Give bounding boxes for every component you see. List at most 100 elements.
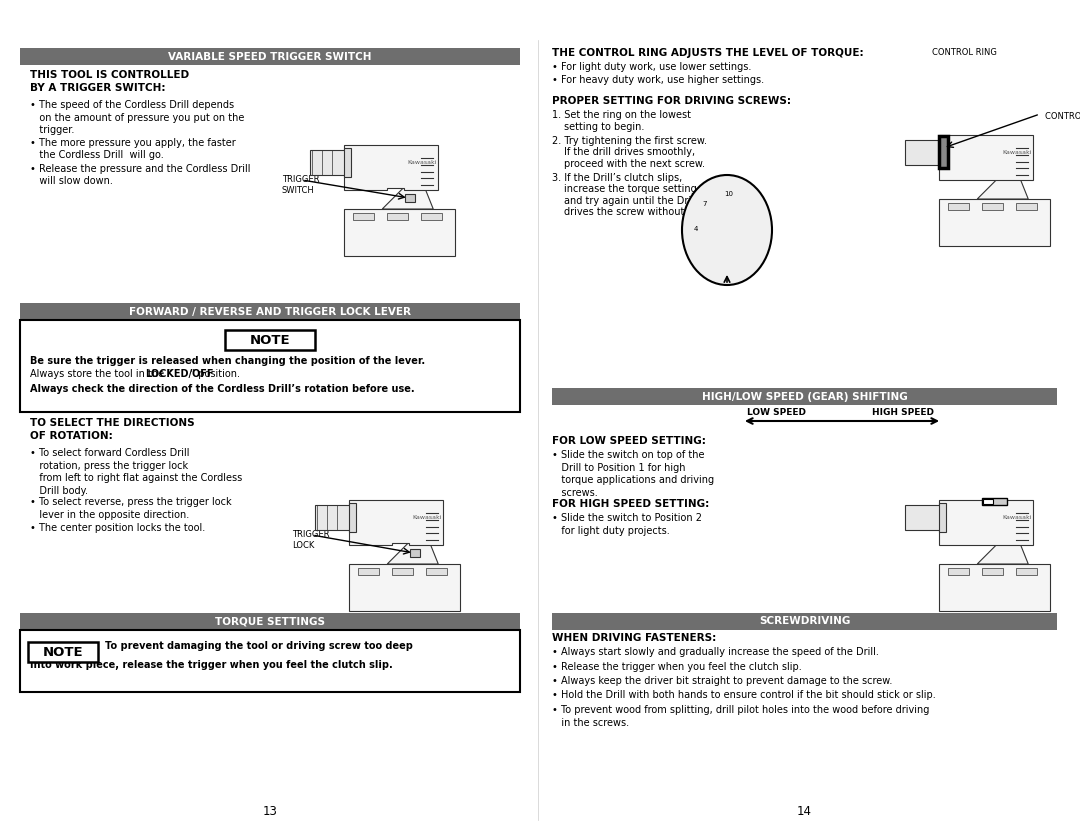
Text: • Hold the Drill with both hands to ensure control if the bit should stick or sl: • Hold the Drill with both hands to ensu… (552, 691, 935, 701)
Bar (426, 568, 447, 575)
Text: 13: 13 (262, 805, 278, 818)
Text: TO SELECT THE DIRECTIONS
OF ROTATION:: TO SELECT THE DIRECTIONS OF ROTATION: (30, 418, 194, 441)
Text: 4: 4 (694, 226, 699, 232)
Polygon shape (939, 500, 1032, 545)
Text: • To select reverse, press the trigger lock
   lever in the opposite direction.: • To select reverse, press the trigger l… (30, 497, 231, 520)
Text: WHEN DRIVING FASTENERS:: WHEN DRIVING FASTENERS: (552, 633, 716, 643)
Bar (345, 148, 351, 177)
Text: HIGH SPEED: HIGH SPEED (872, 408, 934, 417)
Text: FOR HIGH SPEED SETTING:: FOR HIGH SPEED SETTING: (552, 499, 710, 509)
Text: TRIGGER
LOCK: TRIGGER LOCK (292, 530, 329, 550)
Text: into work piece, release the trigger when you feel the clutch slip.: into work piece, release the trigger whe… (30, 660, 393, 670)
Text: • The center position locks the tool.: • The center position locks the tool. (30, 523, 205, 533)
Bar (982, 203, 1002, 210)
Text: CONTROL RING: CONTROL RING (932, 48, 997, 57)
Bar (982, 498, 1007, 505)
Text: • The more pressure you apply, the faster
   the Cordless Drill  will go.: • The more pressure you apply, the faste… (30, 138, 235, 160)
Text: 7: 7 (703, 201, 707, 208)
Bar (552, 388, 1057, 405)
Text: setting to begin.: setting to begin. (564, 122, 645, 132)
Bar (21, 630, 519, 692)
Text: Always check the direction of the Cordless Drill’s rotation before use.: Always check the direction of the Cordle… (30, 384, 415, 394)
Bar (28, 642, 98, 662)
Text: HIGH/LOW SPEED (GEAR) SHIFTING: HIGH/LOW SPEED (GEAR) SHIFTING (702, 391, 907, 401)
Text: LOCKED/OFF: LOCKED/OFF (146, 369, 214, 379)
Bar (387, 214, 408, 220)
Bar (391, 568, 413, 575)
Bar (1015, 203, 1037, 210)
Ellipse shape (681, 175, 772, 285)
Bar (905, 505, 943, 530)
Text: • For light duty work, use lower settings.: • For light duty work, use lower setting… (552, 62, 752, 72)
Bar (947, 203, 969, 210)
Text: Kawasaki: Kawasaki (1002, 515, 1032, 520)
Polygon shape (345, 145, 437, 190)
Text: PROPER SETTING FOR DRIVING SCREWS:: PROPER SETTING FOR DRIVING SCREWS: (552, 96, 791, 106)
Text: 3. If the Drill’s clutch slips,: 3. If the Drill’s clutch slips, (552, 173, 683, 183)
Text: • To select forward Cordless Drill
   rotation, press the trigger lock
   from l: • To select forward Cordless Drill rotat… (30, 448, 242, 495)
Bar (349, 503, 355, 532)
Text: NOTE: NOTE (43, 646, 83, 659)
Bar (21, 48, 519, 65)
Text: THIS TOOL IS CONTROLLED
BY A TRIGGER SWITCH:: THIS TOOL IS CONTROLLED BY A TRIGGER SWI… (30, 70, 189, 93)
Text: drives the screw without incident.: drives the screw without incident. (564, 207, 730, 217)
Text: • Slide the switch to Position 2
   for light duty projects.: • Slide the switch to Position 2 for lig… (552, 513, 702, 535)
Bar (345, 209, 455, 256)
Text: To prevent damaging the tool or driving screw too deep: To prevent damaging the tool or driving … (105, 641, 413, 651)
Text: • To prevent wood from splitting, drill pilot holes into the wood before driving: • To prevent wood from splitting, drill … (552, 705, 930, 727)
Text: Always store the tool in the “: Always store the tool in the “ (30, 369, 173, 379)
Text: CONTROL RING: CONTROL RING (1045, 113, 1080, 121)
Bar (349, 564, 459, 610)
Bar (410, 549, 420, 557)
Bar (552, 613, 1057, 630)
Text: FOR LOW SPEED SETTING:: FOR LOW SPEED SETTING: (552, 436, 706, 446)
Bar (225, 330, 315, 350)
Text: NOTE: NOTE (249, 334, 291, 346)
Text: Kawasaki: Kawasaki (413, 515, 442, 520)
Text: • Slide the switch on top of the
   Drill to Position 1 for high
   torque appli: • Slide the switch on top of the Drill t… (552, 450, 714, 498)
Text: LOW SPEED: LOW SPEED (747, 408, 806, 417)
Text: proceed with the next screw.: proceed with the next screw. (564, 158, 705, 168)
Text: • For heavy duty work, use higher settings.: • For heavy duty work, use higher settin… (552, 75, 765, 85)
Bar (420, 214, 442, 220)
Polygon shape (939, 135, 1032, 180)
Text: • The speed of the Cordless Drill depends
   on the amount of pressure you put o: • The speed of the Cordless Drill depend… (30, 100, 244, 135)
Text: • Release the trigger when you feel the clutch slip.: • Release the trigger when you feel the … (552, 661, 801, 671)
Bar (352, 214, 374, 220)
Text: 10: 10 (724, 191, 733, 197)
Text: 14: 14 (797, 805, 812, 818)
Text: THE CONTROL RING ADJUSTS THE LEVEL OF TORQUE:: THE CONTROL RING ADJUSTS THE LEVEL OF TO… (552, 48, 864, 58)
Text: 1. Set the ring on the lowest: 1. Set the ring on the lowest (552, 110, 691, 120)
Bar (982, 568, 1002, 575)
Bar (983, 499, 994, 504)
Text: Kawasaki: Kawasaki (1002, 149, 1032, 154)
Bar (939, 199, 1050, 246)
Bar (939, 136, 947, 168)
Polygon shape (382, 188, 433, 209)
Text: ” position.: ” position. (189, 369, 240, 379)
Bar (939, 503, 946, 532)
Text: and try again until the Drill: and try again until the Drill (564, 195, 697, 205)
Text: 2. Try tightening the first screw.: 2. Try tightening the first screw. (552, 135, 707, 145)
Text: TRIGGER
SWITCH: TRIGGER SWITCH (282, 175, 320, 195)
Polygon shape (977, 543, 1028, 564)
Bar (315, 505, 353, 530)
Bar (1015, 568, 1037, 575)
Text: • Release the pressure and the Cordless Drill
   will slow down.: • Release the pressure and the Cordless … (30, 163, 251, 186)
Bar (905, 139, 943, 165)
Text: • Always keep the driver bit straight to prevent damage to the screw.: • Always keep the driver bit straight to… (552, 676, 892, 686)
Polygon shape (349, 500, 443, 545)
Bar (21, 613, 519, 630)
Text: TORQUE SETTINGS: TORQUE SETTINGS (215, 616, 325, 626)
Text: VARIABLE SPEED TRIGGER SWITCH: VARIABLE SPEED TRIGGER SWITCH (168, 52, 372, 62)
Text: • Always start slowly and gradually increase the speed of the Drill.: • Always start slowly and gradually incr… (552, 647, 879, 657)
Text: If the drill drives smoothly,: If the drill drives smoothly, (564, 147, 696, 157)
Bar (357, 568, 379, 575)
Text: Kawasaki: Kawasaki (408, 159, 437, 164)
Bar (21, 320, 519, 412)
Polygon shape (977, 178, 1028, 199)
Bar (21, 303, 519, 320)
Text: Be sure the trigger is released when changing the position of the lever.: Be sure the trigger is released when cha… (30, 356, 426, 366)
Bar (310, 149, 348, 175)
Bar (405, 193, 416, 202)
